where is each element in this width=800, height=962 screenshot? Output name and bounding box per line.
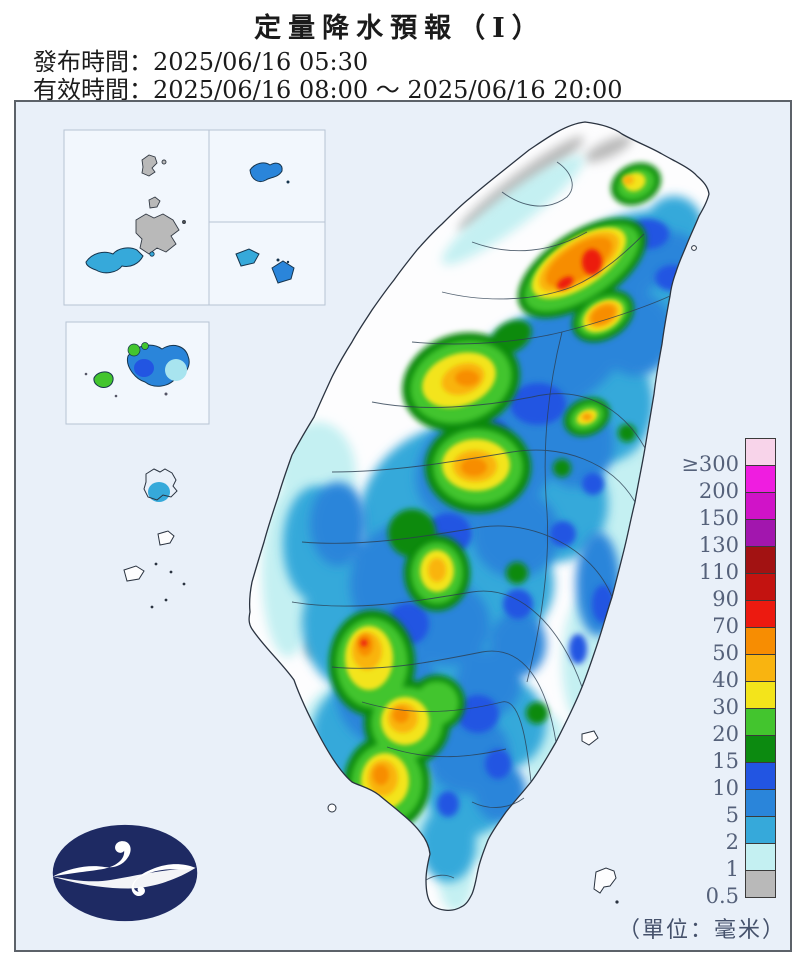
legend-label: 130 (698, 532, 739, 557)
legend-label: 70 (712, 613, 739, 638)
legend-color-cell (745, 681, 776, 709)
orchid-island-outline (593, 867, 617, 894)
legend-label: 110 (698, 559, 739, 584)
legend-label: 40 (712, 667, 739, 692)
issue-time-row: 發布時間：2025/06/16 05:30 (33, 42, 368, 77)
legend-label: 150 (698, 505, 739, 530)
layer-red-70 (360, 249, 602, 647)
legend-color-cell (745, 492, 776, 520)
legend-label: ≥300 (681, 451, 739, 476)
cwa-logo-wave (52, 841, 196, 897)
legend-color-cell (745, 573, 776, 601)
valid-time-row: 有效時間：2025/06/16 08:00 ～ 2025/06/16 20:00 (33, 70, 623, 105)
small-inset-island-right (271, 260, 295, 284)
legend-color-cell (745, 627, 776, 655)
unit-note: （單位：毫米） (617, 918, 786, 943)
legend-color-cell (745, 546, 776, 574)
legend-label: 5 (725, 802, 739, 827)
legend-color-cell (745, 870, 776, 898)
legend-label: 200 (698, 478, 739, 503)
offshore-islands (123, 245, 697, 904)
inset-box-small-islands (208, 221, 326, 306)
taiwan-precipitation-map (63, 121, 710, 912)
matsu-islands (124, 154, 186, 264)
issue-time-value: 2025/06/16 05:30 (153, 48, 369, 76)
map-panel: ≥300 200 150 130 110 90 70 50 40 30 20 15 10 5 2 1 0.5 （… (14, 100, 792, 952)
legend-color-cell (745, 843, 776, 871)
penghu-inset (84, 342, 190, 398)
legend-label: 15 (712, 748, 739, 773)
legend-label: 20 (712, 721, 739, 746)
issue-time-label: 發布時間： (33, 48, 153, 76)
legend-color-cell (745, 519, 776, 547)
legend-color-cell (745, 438, 776, 466)
legend-label: 2 (725, 829, 739, 854)
small-inset-island-left (235, 248, 260, 267)
legend-color-cell (745, 816, 776, 844)
penghu-main-outline (143, 468, 178, 501)
legend-color-cell (745, 654, 776, 682)
legend-color-cell (745, 789, 776, 817)
legend-label: 10 (712, 775, 739, 800)
legend-label: 90 (712, 586, 739, 611)
legend-label: 30 (712, 694, 739, 719)
legend-color-cell (745, 708, 776, 736)
county-boundaries (291, 161, 671, 881)
green-island-outline (581, 730, 599, 746)
inset-boxes (63, 129, 326, 425)
legend-color-cell (745, 762, 776, 790)
taiwan-coastline (248, 121, 710, 912)
legend-label: 50 (712, 640, 739, 665)
valid-time-label: 有效時間： (33, 76, 153, 104)
legend-label: 1 (725, 856, 739, 881)
precipitation-field (249, 122, 709, 911)
inset-box-matsu-kinmen (63, 129, 210, 306)
guishan-island-outline (691, 245, 697, 251)
precip-legend: ≥300 200 150 130 110 90 70 50 40 30 20 15 10 5 2 1 0.5 (681, 438, 776, 908)
north-inset-island (249, 162, 283, 183)
liuqiu-island-outline (327, 803, 337, 813)
cwa-logo (52, 824, 198, 922)
kinmen-island (85, 247, 144, 274)
legend-color-cell (745, 735, 776, 763)
layer-orange-50 (357, 237, 615, 785)
legend-color-cell (745, 465, 776, 493)
legend-label: 0.5 (705, 883, 739, 908)
valid-time-value: 2025/06/16 08:00 ～ 2025/06/16 20:00 (153, 76, 623, 104)
legend-color-cell (745, 600, 776, 628)
page-title: 定量降水預報（Ⅰ） (254, 13, 546, 44)
cwa-logo-ellipse (52, 824, 198, 922)
